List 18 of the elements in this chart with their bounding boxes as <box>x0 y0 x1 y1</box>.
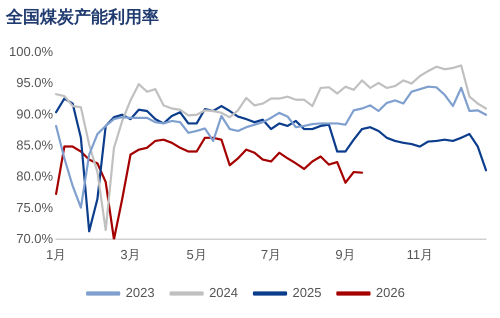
y-tick-label: 80.0% <box>16 168 54 184</box>
y-tick-label: 85.0% <box>16 137 54 152</box>
legend-label: 2023 <box>126 285 155 300</box>
legend-label: 2026 <box>376 285 405 300</box>
y-tick-label: 95.0% <box>16 75 54 90</box>
legend-label: 2024 <box>209 285 238 300</box>
x-tick-label: 3月 <box>120 246 141 262</box>
y-tick-label: 70.0% <box>16 230 54 246</box>
chart-title: 全国煤炭产能利用率 <box>5 8 159 27</box>
y-tick-label: 90.0% <box>16 106 54 122</box>
x-tick-label: 1月 <box>46 246 66 262</box>
x-tick-label: 5月 <box>186 246 207 262</box>
x-tick-label: 11月 <box>406 246 434 262</box>
x-tick-label: 7月 <box>260 246 282 262</box>
legend-label: 2025 <box>292 285 322 300</box>
y-tick-label: 100.0% <box>8 44 54 59</box>
y-tick-label: 75.0% <box>16 200 54 215</box>
x-tick-label: 9月 <box>335 246 356 262</box>
